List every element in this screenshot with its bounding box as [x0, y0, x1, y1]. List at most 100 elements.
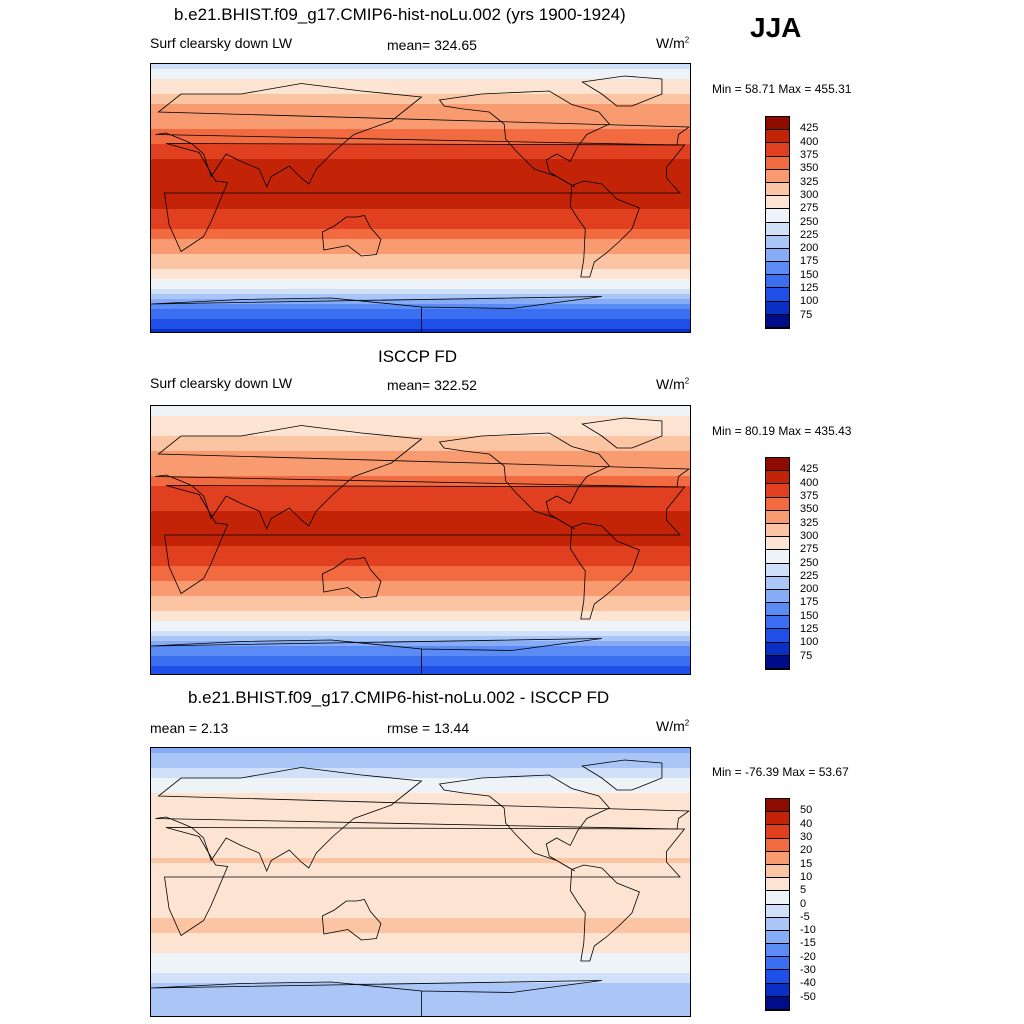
heatmap-band — [151, 616, 690, 622]
colorbar-swatch — [766, 301, 789, 315]
heatmap-band — [151, 641, 690, 647]
colorbar-swatch — [766, 904, 789, 918]
colorbar-swatch — [766, 537, 789, 551]
heatmap-band — [151, 923, 690, 929]
heatmap-band — [151, 299, 690, 305]
colorbar-tick-label: 375 — [800, 489, 819, 502]
colorbar-swatch — [766, 196, 789, 210]
heatmap-band — [151, 466, 690, 472]
heatmap-band — [151, 426, 690, 432]
heatmap-band — [151, 748, 690, 754]
heatmap-band — [151, 481, 690, 487]
colorbar-swatch — [766, 629, 789, 643]
heatmap-band — [151, 279, 690, 285]
heatmap-band — [151, 793, 690, 799]
colorbar-tick-label: 400 — [800, 476, 819, 489]
heatmap-band — [151, 878, 690, 884]
heatmap-band — [151, 199, 690, 205]
coastline — [569, 180, 640, 278]
heatmap-band — [151, 501, 690, 507]
colorbar-tick-label: 175 — [800, 255, 819, 268]
colorbar-swatch — [766, 825, 789, 839]
heatmap-band — [151, 184, 690, 190]
heatmap-band — [151, 411, 690, 417]
panel-1-map-svg — [151, 64, 690, 332]
coastline — [151, 638, 602, 674]
coastline — [155, 767, 690, 873]
heatmap-band — [151, 486, 690, 492]
colorbar-tick-label: 350 — [800, 162, 819, 175]
colorbar-swatch — [766, 616, 789, 630]
heatmap-band — [151, 109, 690, 115]
heatmap-band — [151, 983, 690, 989]
colorbar-tick-label: 30 — [800, 830, 813, 843]
heatmap-band — [151, 858, 690, 864]
colorbar-swatch — [766, 497, 789, 511]
colorbar-swatch — [766, 222, 789, 236]
heatmap-band — [151, 204, 690, 210]
colorbar-tick-label: 125 — [800, 623, 819, 636]
heatmap-band — [151, 259, 690, 265]
heatmap-band — [151, 99, 690, 105]
heatmap-band — [151, 626, 690, 632]
heatmap-band — [151, 848, 690, 854]
heatmap-band — [151, 104, 690, 110]
coastline — [581, 75, 663, 107]
panel-1-title: b.e21.BHIST.f09_g17.CMIP6-hist-noLu.002 … — [174, 5, 626, 24]
heatmap-band — [151, 319, 690, 325]
heatmap-band — [151, 506, 690, 512]
colorbar-tick-label: 0 — [800, 897, 807, 910]
colorbar-tick-label: 300 — [800, 529, 819, 542]
colorbar-tick-label: 200 — [800, 242, 819, 255]
heatmap-band — [151, 496, 690, 502]
heatmap-band — [151, 219, 690, 225]
colorbar-tick-label: 325 — [800, 516, 819, 529]
heatmap-band — [151, 129, 690, 135]
heatmap-band — [151, 773, 690, 779]
heatmap-band — [151, 656, 690, 662]
heatmap-band — [151, 284, 690, 290]
heatmap-band — [151, 309, 690, 315]
heatmap-band — [151, 853, 690, 859]
heatmap-band — [151, 249, 690, 255]
panel-2-mean-label: mean= 322.52 — [387, 377, 477, 393]
heatmap-band — [151, 973, 690, 979]
heatmap-band — [151, 978, 690, 984]
heatmap-band — [151, 79, 690, 85]
colorbar-swatch — [766, 603, 789, 617]
heatmap-band — [151, 938, 690, 944]
panel-3-units: W/m2 — [656, 718, 690, 734]
heatmap-band — [151, 169, 690, 175]
heatmap-band — [151, 244, 690, 250]
colorbar-tick-label: 300 — [800, 188, 819, 201]
heatmap-band — [151, 671, 690, 674]
heatmap-band — [151, 898, 690, 904]
heatmap-band — [151, 431, 690, 437]
heatmap-band — [151, 124, 690, 130]
heatmap-band — [151, 149, 690, 155]
heatmap-band — [151, 783, 690, 789]
heatmap-band — [151, 416, 690, 422]
colorbar-tick-label: 275 — [800, 202, 819, 215]
heatmap-band — [151, 1013, 690, 1016]
heatmap-band — [151, 526, 690, 532]
panel-1-units: W/m2 — [656, 35, 690, 51]
heatmap-band — [151, 239, 690, 245]
coastline — [438, 432, 610, 530]
colorbar-tick-label: 275 — [800, 543, 819, 556]
colorbar-swatch — [766, 917, 789, 931]
colorbar-tick-label: -10 — [800, 924, 816, 937]
heatmap-band — [151, 159, 690, 165]
colorbar-swatch — [766, 523, 789, 538]
colorbar-tick-label: 250 — [800, 215, 819, 228]
colorbar-tick-label: 225 — [800, 228, 819, 241]
colorbar-swatch — [766, 799, 789, 813]
panel-3-mean-label: mean = 2.13 — [150, 720, 229, 736]
colorbar-tick-label: 175 — [800, 596, 819, 609]
colorbar-swatch — [766, 996, 789, 1010]
colorbar-tick-label: 20 — [800, 844, 813, 857]
colorbar-swatch — [766, 288, 789, 302]
heatmap-band — [151, 803, 690, 809]
heatmap-band — [151, 883, 690, 889]
heatmap-band — [151, 903, 690, 909]
